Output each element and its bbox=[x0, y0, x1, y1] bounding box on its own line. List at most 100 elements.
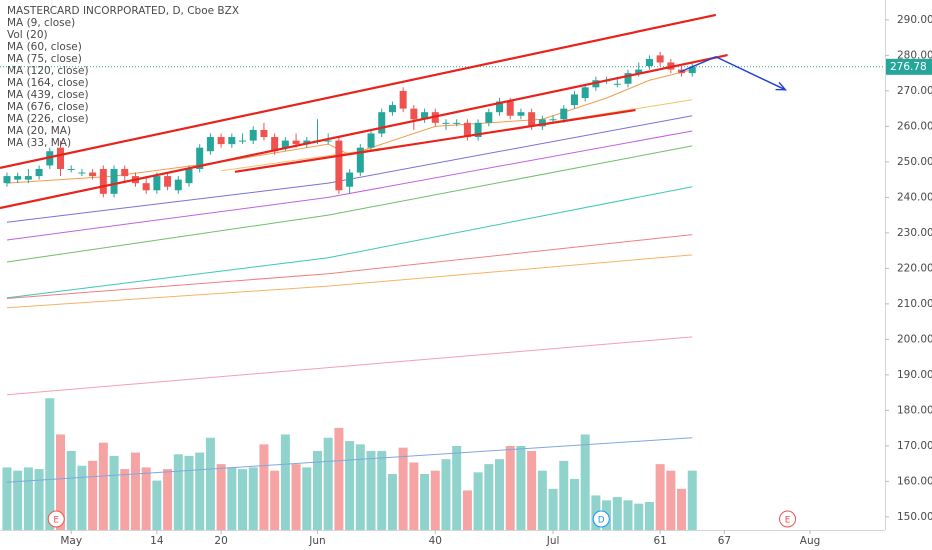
ma-line bbox=[6, 234, 693, 300]
candle-body bbox=[496, 101, 504, 113]
candle-body bbox=[367, 133, 375, 148]
channel-line bbox=[234, 108, 636, 173]
volume-bar bbox=[334, 427, 344, 530]
volume-bar bbox=[302, 467, 312, 530]
candle-body bbox=[271, 137, 279, 152]
candle-body bbox=[442, 122, 450, 124]
y-tick-label: 150.00 bbox=[897, 511, 932, 523]
channel-line bbox=[0, 53, 728, 210]
y-tick-label: 230.00 bbox=[897, 227, 932, 239]
volume-ma-line bbox=[6, 437, 693, 483]
ma-line bbox=[6, 115, 693, 223]
y-tick-label: 270.00 bbox=[897, 85, 932, 97]
volume-bar bbox=[441, 459, 451, 530]
volume-bar bbox=[248, 467, 258, 530]
legend-entry: MA (226, close) bbox=[7, 113, 89, 125]
event-label: E bbox=[53, 516, 59, 526]
candle-body bbox=[110, 168, 118, 194]
ma-line bbox=[6, 130, 693, 241]
volume-bar bbox=[387, 474, 397, 530]
candle-body bbox=[164, 176, 172, 187]
candle-body bbox=[581, 87, 589, 98]
legend-entry: MA (120, close) bbox=[7, 65, 89, 77]
volume-bar bbox=[569, 478, 579, 530]
volume-bar bbox=[227, 467, 237, 530]
volume-bar bbox=[34, 469, 44, 530]
x-tick-label: 40 bbox=[429, 535, 442, 547]
candle-body bbox=[549, 119, 557, 121]
x-tick-label: 61 bbox=[653, 535, 666, 547]
volume-bar bbox=[141, 467, 151, 530]
candle-body bbox=[485, 112, 493, 123]
candle-body bbox=[517, 112, 525, 116]
volume-bar bbox=[559, 460, 569, 530]
candle-body bbox=[324, 140, 332, 142]
y-tick-label: 290.00 bbox=[897, 14, 932, 26]
channel-line bbox=[0, 13, 717, 169]
volume-bar bbox=[516, 446, 526, 530]
legend-entry: MA (439, close) bbox=[7, 89, 89, 101]
volume-bar bbox=[462, 490, 472, 530]
ma-line bbox=[6, 254, 693, 309]
candle-body bbox=[78, 172, 86, 174]
candle-body bbox=[249, 129, 257, 141]
candle-body bbox=[346, 172, 354, 187]
volume-bar bbox=[634, 503, 644, 530]
x-tick-label: Aug bbox=[800, 535, 821, 547]
legend-entry: Vol (20) bbox=[7, 29, 48, 41]
volume-bar bbox=[677, 488, 687, 530]
legend-entry: MA (75, close) bbox=[7, 53, 82, 65]
volume-bar bbox=[495, 459, 505, 530]
candle-body bbox=[260, 129, 268, 138]
candle-body bbox=[153, 176, 161, 191]
candle-body bbox=[410, 108, 418, 120]
volume-bar bbox=[216, 464, 226, 530]
last-price-label: 276.78 bbox=[890, 61, 927, 73]
volume-bar bbox=[666, 470, 676, 530]
candle-body bbox=[56, 147, 64, 169]
candle-body bbox=[217, 137, 225, 145]
candle-body bbox=[506, 101, 514, 116]
volume-bar bbox=[120, 469, 130, 530]
event-marker bbox=[47, 510, 65, 528]
candle-body bbox=[3, 176, 11, 184]
volume-bar bbox=[88, 460, 98, 530]
event-label: E bbox=[785, 516, 791, 526]
volume-bar bbox=[98, 442, 108, 530]
arrow-head bbox=[775, 81, 787, 91]
candle-body bbox=[528, 112, 536, 127]
candle-body bbox=[335, 140, 343, 191]
volume-bar bbox=[312, 450, 322, 530]
legend-entry: MA (676, close) bbox=[7, 101, 89, 113]
volume-bar bbox=[420, 474, 430, 530]
candle-body bbox=[67, 168, 75, 170]
volume-bar bbox=[655, 464, 665, 530]
candle-body bbox=[388, 105, 396, 113]
ma-line bbox=[6, 69, 693, 184]
volume-bar bbox=[527, 450, 537, 530]
y-tick-label: 160.00 bbox=[897, 475, 932, 487]
volume-bar bbox=[13, 470, 23, 530]
y-tick-label: 240.00 bbox=[897, 191, 932, 203]
candle-body bbox=[185, 168, 193, 184]
last-price-box bbox=[886, 58, 932, 75]
volume-bar bbox=[195, 452, 205, 530]
y-tick-label: 180.00 bbox=[897, 404, 932, 416]
candle-body bbox=[206, 137, 214, 152]
volume-bar bbox=[612, 497, 622, 530]
candle-body bbox=[656, 55, 664, 63]
y-tick-label: 200.00 bbox=[897, 333, 932, 345]
candle-body bbox=[24, 176, 32, 180]
x-tick-label: Jun bbox=[308, 535, 325, 547]
event-marker bbox=[779, 510, 797, 528]
volume-bar bbox=[473, 472, 483, 530]
candle-body bbox=[378, 112, 386, 134]
volume-bar bbox=[548, 488, 558, 530]
volume-bar bbox=[45, 398, 55, 530]
event-marker bbox=[592, 510, 610, 528]
volume-bar bbox=[270, 470, 280, 530]
volume-bar bbox=[580, 434, 590, 530]
candle-body bbox=[292, 140, 300, 145]
candle-body bbox=[560, 108, 568, 120]
volume-bar bbox=[505, 446, 515, 530]
